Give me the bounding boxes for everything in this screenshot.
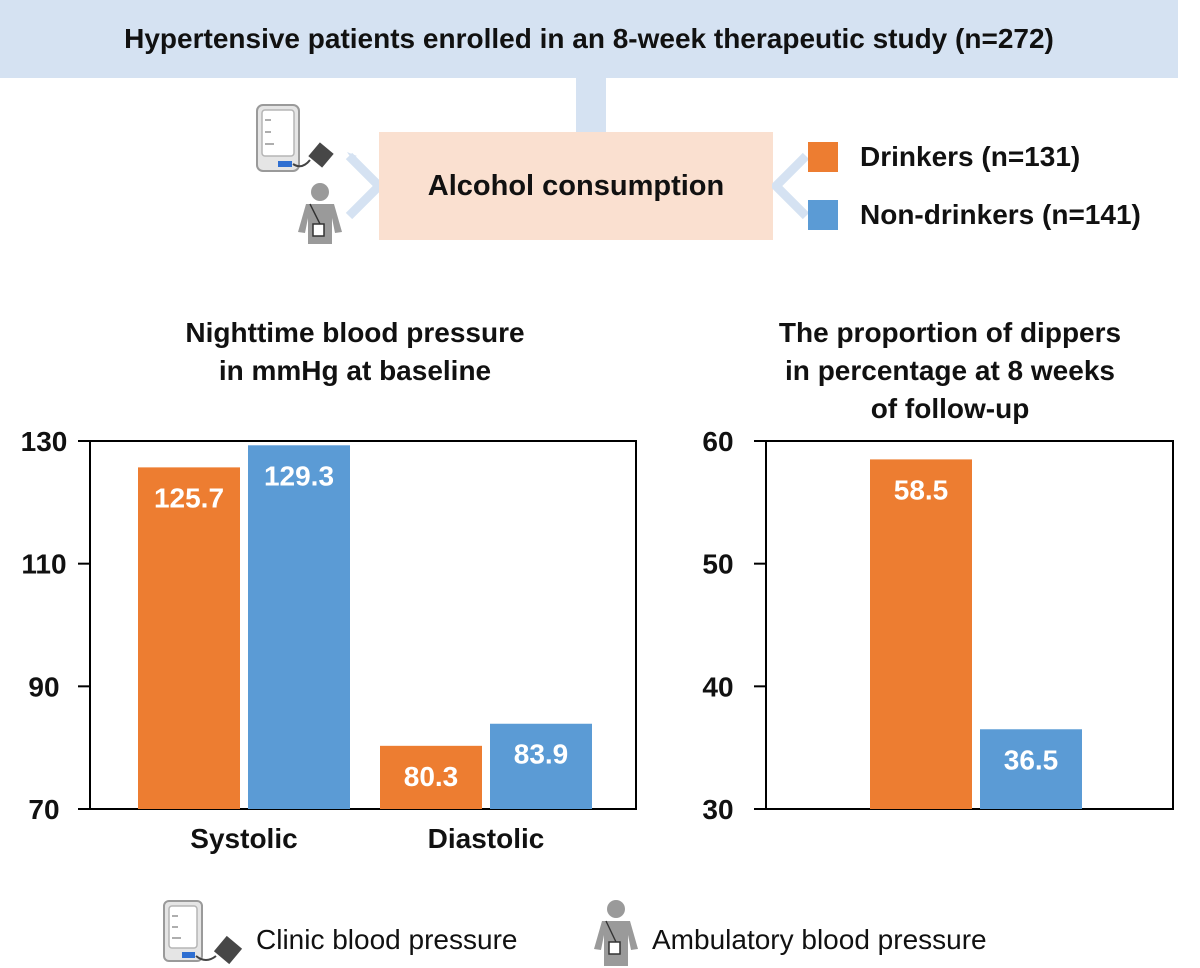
chart1-bar-value-label: 80.3 (404, 761, 459, 792)
chart2-bar-value-label: 58.5 (894, 474, 949, 505)
chart2-title: The proportion of dippers in percentage … (700, 314, 1200, 428)
chart1-bar (248, 445, 350, 809)
legend-drinkers: Drinkers (n=131) (808, 141, 1080, 173)
drinkers-label: Drinkers (n=131) (860, 141, 1081, 172)
chart1-title: Nighttime blood pressure in mmHg at base… (90, 314, 620, 390)
chart1-bar-value-label: 129.3 (264, 460, 334, 491)
chart2-y-tick-label: 30 (702, 794, 733, 825)
chart2-title-line2: in percentage at 8 weeks (785, 355, 1115, 386)
study-banner (0, 0, 1178, 78)
chart1-y-tick-label: 90 (28, 671, 59, 702)
chart2-y-tick-label: 40 (702, 671, 733, 702)
chart1-bar (380, 745, 482, 809)
study-title: Hypertensive patients enrolled in an 8-w… (124, 23, 1054, 54)
measurement-icons (256, 104, 342, 244)
right-branch-arrow-icon (772, 152, 810, 220)
drinkers-swatch (808, 142, 838, 172)
ambulatory-bp-label: Ambulatory blood pressure (652, 924, 987, 955)
chart1-y-tick-label: 110 (21, 549, 66, 580)
left-double-arrow-icon (345, 152, 383, 220)
chart2-y-tick-label: 50 (702, 549, 733, 580)
chart2-bar-value-label: 36.5 (1004, 744, 1059, 775)
chart1-bar (138, 467, 240, 809)
chart1-bar-value-label: 83.9 (514, 739, 569, 770)
chart2-y-tick-label: 60 (702, 426, 733, 457)
non-drinkers-swatch (808, 200, 838, 230)
chart2-title-line1: The proportion of dippers (778, 317, 1122, 348)
ambulatory-person-icon (298, 183, 342, 244)
chart1-y-tick-label: 130 (21, 426, 68, 457)
chart2-bar (870, 459, 972, 809)
non-drinkers-label: Non-drinkers (n=141) (860, 199, 1141, 230)
chart1-title-line1: Nighttime blood pressure (185, 317, 525, 348)
chart1-bar-value-label: 125.7 (154, 482, 224, 513)
chart1-title-line2: in mmHg at baseline (218, 355, 492, 386)
banner-connector (576, 78, 606, 134)
blood-pressure-monitor-icon (256, 104, 334, 172)
chart1-nighttime-bp: 70 90 110 130 125.7 129.3 Systolic 80.3 83.9 Dias… (21, 426, 637, 854)
alcohol-consumption-box: Alcohol consumption (379, 132, 773, 240)
chart2-bar (980, 729, 1082, 809)
blood-pressure-monitor-icon (163, 900, 243, 965)
chart2-dippers-proportion: 30 40 50 60 58.5 36.5 (702, 426, 1174, 825)
chart1-bar (490, 723, 592, 809)
clinic-bp-label: Clinic blood pressure (256, 924, 518, 955)
chart1-category-label: Diastolic (428, 823, 545, 854)
chart1-category-label: Systolic (190, 823, 297, 854)
chart1-y-tick-label: 70 (28, 794, 59, 825)
legend-non-drinkers: Non-drinkers (n=141) (808, 199, 1141, 231)
person-with-ambulatory-monitor-icon (594, 900, 638, 966)
chart2-title-line3: of follow-up (870, 393, 1030, 424)
chart1-plot-frame (89, 440, 637, 810)
alcohol-consumption-label: Alcohol consumption (427, 169, 725, 202)
